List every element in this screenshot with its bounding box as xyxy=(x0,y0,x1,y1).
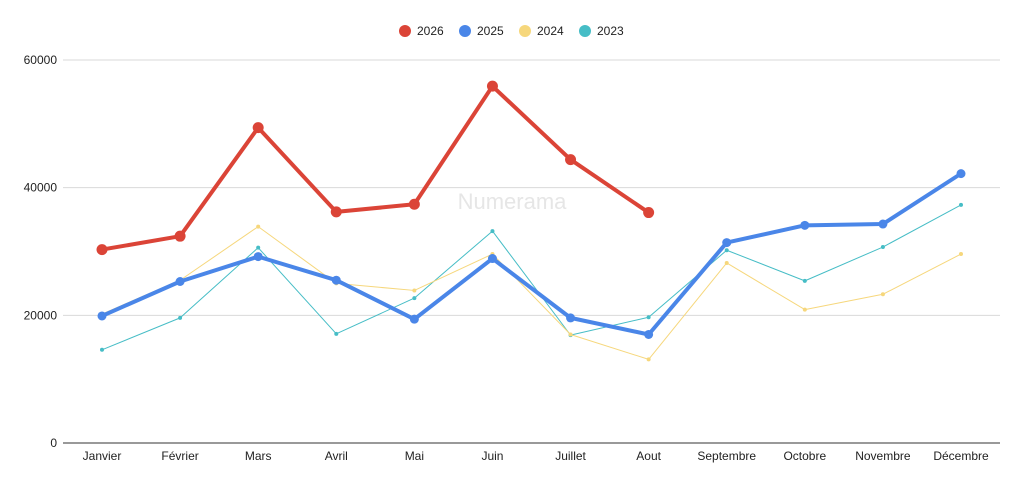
data-point xyxy=(565,154,577,166)
series xyxy=(96,80,966,362)
data-point xyxy=(412,288,417,293)
x-tick-label: Juillet xyxy=(555,449,586,463)
data-point xyxy=(100,347,104,352)
series-line-2026 xyxy=(100,84,651,252)
data-point xyxy=(252,122,264,134)
data-point xyxy=(409,314,419,324)
data-point xyxy=(644,329,654,339)
legend: 2026 2025 2024 2023 xyxy=(399,24,624,38)
data-point xyxy=(96,244,108,256)
data-point xyxy=(646,315,651,320)
legend-item-2025: 2025 xyxy=(459,24,504,38)
x-tick-label: Mars xyxy=(245,449,272,463)
data-point xyxy=(880,245,885,250)
y-tick-label: 40000 xyxy=(24,181,58,195)
x-tick-label: Janvier xyxy=(83,449,122,463)
x-axis: Janvier Février Mars Avril Mai Juin Juillet Aou… xyxy=(83,449,989,463)
data-point xyxy=(487,254,497,264)
y-tick-label: 20000 xyxy=(24,308,58,322)
x-tick-label: Octobre xyxy=(783,449,826,463)
legend-marker xyxy=(459,25,471,37)
data-point xyxy=(802,307,807,312)
legend-marker xyxy=(399,25,411,37)
data-point xyxy=(959,252,963,257)
legend-label: 2026 xyxy=(417,24,444,38)
data-point xyxy=(175,277,185,287)
data-point xyxy=(878,219,888,229)
legend-item-2026: 2026 xyxy=(399,24,444,38)
data-point xyxy=(724,260,729,265)
legend-label: 2023 xyxy=(597,24,624,38)
legend-marker xyxy=(519,25,531,37)
data-point xyxy=(97,311,107,321)
legend-label: 2024 xyxy=(537,24,564,38)
y-axis: 0 20000 40000 60000 xyxy=(24,53,58,450)
series-line-2025 xyxy=(100,171,963,337)
data-point xyxy=(802,278,807,283)
data-point xyxy=(174,230,186,242)
data-point xyxy=(880,292,885,297)
x-tick-label: Avril xyxy=(325,449,348,463)
data-point xyxy=(253,252,263,262)
data-point xyxy=(959,202,963,207)
data-point xyxy=(722,238,732,248)
data-point xyxy=(800,220,810,230)
series-2026 xyxy=(96,80,655,256)
series-2024 xyxy=(100,224,963,362)
data-point xyxy=(566,313,576,323)
x-tick-label: Décembre xyxy=(933,449,989,463)
data-point xyxy=(408,198,420,210)
watermark: Numerama xyxy=(458,189,568,214)
data-point xyxy=(256,224,261,229)
y-tick-label: 60000 xyxy=(24,53,58,67)
x-tick-label: Septembre xyxy=(697,449,756,463)
legend-marker xyxy=(579,25,591,37)
gridlines xyxy=(63,59,1000,444)
data-point xyxy=(412,296,417,301)
x-tick-label: Novembre xyxy=(855,449,911,463)
legend-item-2023: 2023 xyxy=(579,24,624,38)
y-tick-label: 0 xyxy=(50,436,57,450)
series-line-2024 xyxy=(101,226,962,360)
data-point xyxy=(178,315,183,320)
data-point xyxy=(490,229,495,234)
data-point xyxy=(643,207,655,219)
data-point xyxy=(646,357,651,362)
data-point xyxy=(330,206,342,218)
data-point xyxy=(486,80,498,92)
series-2025 xyxy=(97,169,966,339)
data-point xyxy=(568,332,573,337)
x-tick-label: Février xyxy=(161,449,198,463)
legend-item-2024: 2024 xyxy=(519,24,564,38)
data-point xyxy=(256,245,261,250)
data-point xyxy=(724,248,729,253)
data-point xyxy=(331,275,341,285)
data-point xyxy=(334,331,339,336)
x-tick-label: Mai xyxy=(405,449,424,463)
x-tick-label: Aout xyxy=(636,449,661,463)
data-point xyxy=(956,169,966,179)
legend-label: 2025 xyxy=(477,24,504,38)
x-tick-label: Juin xyxy=(481,449,503,463)
